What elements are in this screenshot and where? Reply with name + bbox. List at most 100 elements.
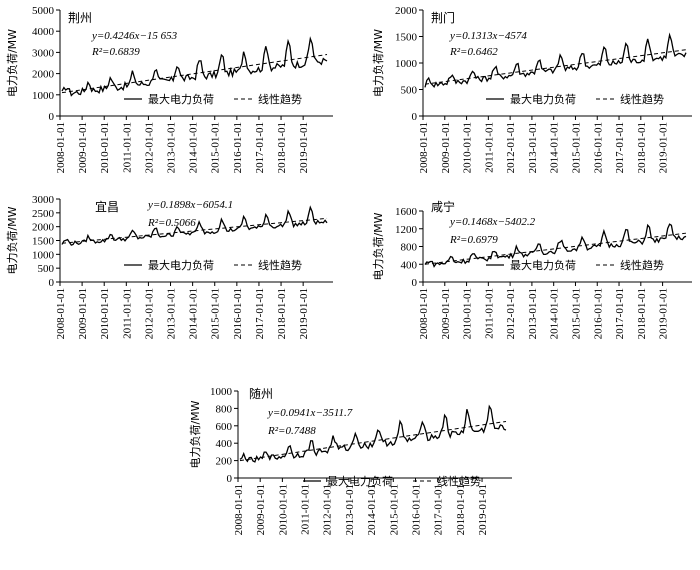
r-squared: R²=0.5066 [147, 217, 196, 229]
r-squared: R²=0.6462 [449, 46, 498, 58]
x-tick-label: 2013-01-01 [166, 122, 178, 173]
x-tick-label: 2012-01-01 [143, 122, 155, 173]
y-tick-label: 2500 [32, 208, 55, 220]
y-tick-label: 2000 [32, 69, 55, 81]
legend-label-series: 最大电力负荷 [148, 92, 214, 106]
trend-equation: y=0.0941x−3511.7 [267, 407, 353, 419]
y-axis-label: 电力负荷/MW [371, 212, 385, 280]
x-tick-label: 2009-01-01 [440, 288, 452, 339]
y-tick-label: 1000 [32, 90, 55, 102]
y-tick-label: 3000 [32, 194, 55, 206]
series-line-max-load [239, 404, 507, 463]
x-tick-label: 2012-01-01 [505, 288, 517, 339]
x-tick-label: 2013-01-01 [344, 484, 356, 535]
x-tick-label: 2016-01-01 [232, 122, 244, 173]
x-tick-label: 2015-01-01 [210, 288, 222, 339]
legend: 最大电力负荷 线性趋势 [303, 474, 481, 488]
trend-line [61, 54, 328, 94]
y-tick-label: 0 [412, 111, 418, 123]
x-tick-label: 2017-01-01 [254, 122, 266, 173]
chart-panel: 0 500 1000 1500 2000 电力负荷/MW 2008-01-01 2009-01… [371, 5, 692, 173]
y-tick-label: 5000 [32, 5, 55, 17]
y-tick-label: 2000 [32, 222, 55, 234]
r-squared: R²=0.6979 [449, 234, 498, 246]
x-tick-label: 2019-01-01 [658, 288, 670, 339]
x-tick-label: 2012-01-01 [322, 484, 334, 535]
x-tick-label: 2008-01-01 [233, 484, 245, 535]
x-tick-label: 2017-01-01 [614, 288, 626, 339]
x-tick-label: 2009-01-01 [77, 122, 89, 173]
x-tick-label: 2008-01-01 [55, 122, 67, 173]
x-tick-label: 2014-01-01 [549, 288, 561, 339]
x-tick-label: 2011-01-01 [121, 122, 133, 173]
x-tick-label: 2014-01-01 [188, 122, 200, 173]
x-tick-label: 2017-01-01 [433, 484, 445, 535]
y-tick-label: 0 [412, 277, 418, 289]
x-tick-label: 2012-01-01 [143, 288, 155, 339]
x-tick-label: 2010-01-01 [462, 122, 474, 173]
x-tick-label: 2015-01-01 [388, 484, 400, 535]
x-tick-label: 2018-01-01 [636, 288, 648, 339]
x-tick-label: 2016-01-01 [410, 484, 422, 535]
panel-title: 咸宁 [431, 199, 455, 214]
y-tick-label: 800 [216, 403, 233, 415]
y-tick-label: 0 [49, 111, 55, 123]
panel-title: 随州 [249, 386, 273, 401]
chart-panel: 0 200 400 600 800 1000 电力负荷/MW 2008-01-01 2009-0… [188, 386, 512, 535]
x-tick-label: 2010-01-01 [99, 122, 111, 173]
x-tick-label: 2015-01-01 [210, 122, 222, 173]
y-tick-label: 400 [401, 259, 418, 271]
legend-label-trend: 线性趋势 [620, 92, 664, 106]
x-tick-label: 2010-01-01 [462, 288, 474, 339]
legend-label-series: 最大电力负荷 [327, 474, 393, 488]
x-tick-label: 2008-01-01 [418, 288, 430, 339]
chart-panel: 0 1000 2000 3000 4000 5000 电力负荷/MW 2008-01-01 20… [5, 5, 333, 173]
x-tick-label: 2011-01-01 [300, 484, 312, 535]
x-tick-label: 2010-01-01 [277, 484, 289, 535]
y-tick-label: 0 [49, 277, 55, 289]
legend: 最大电力负荷 线性趋势 [124, 258, 302, 272]
series-line-max-load [424, 223, 687, 268]
trend-equation: y=0.4246x−15 653 [91, 30, 178, 42]
legend-label-series: 最大电力负荷 [148, 258, 214, 272]
x-tick-label: 2018-01-01 [276, 288, 288, 339]
trend-line [239, 420, 507, 462]
panel-title: 荆门 [431, 10, 455, 25]
x-tick-label: 2010-01-01 [99, 288, 111, 339]
legend-label-trend: 线性趋势 [258, 258, 302, 272]
trend-line [424, 49, 687, 85]
y-tick-label: 1000 [210, 386, 233, 398]
y-tick-label: 200 [216, 456, 233, 468]
x-tick-label: 2008-01-01 [55, 288, 67, 339]
x-tick-label: 2019-01-01 [477, 484, 489, 535]
y-axis-label: 电力负荷/MW [5, 29, 19, 97]
chart-panel: 0 400 800 1200 1600 电力负荷/MW 2008-01-01 2009-01-… [371, 199, 692, 339]
x-tick-label: 2015-01-01 [570, 288, 582, 339]
x-tick-label: 2009-01-01 [255, 484, 267, 535]
x-tick-label: 2019-01-01 [658, 122, 670, 173]
x-tick-label: 2018-01-01 [276, 122, 288, 173]
x-tick-label: 2013-01-01 [527, 122, 539, 173]
panel-title: 荆州 [68, 11, 92, 25]
chart-panel: 050010001500200025003000电力负荷/MW2008-01-0… [5, 194, 333, 339]
legend: 最大电力负荷 线性趋势 [124, 92, 302, 106]
y-tick-label: 1000 [395, 58, 418, 70]
x-tick-label: 2016-01-01 [232, 288, 244, 339]
x-tick-label: 2011-01-01 [483, 122, 495, 173]
x-tick-label: 2015-01-01 [570, 122, 582, 173]
legend: 最大电力负荷 线性趋势 [486, 258, 664, 272]
y-tick-label: 500 [38, 263, 55, 275]
y-tick-label: 600 [216, 421, 233, 433]
legend-label-series: 最大电力负荷 [510, 258, 576, 272]
y-tick-label: 500 [401, 85, 418, 97]
y-tick-label: 1000 [32, 249, 55, 261]
x-tick-label: 2016-01-01 [592, 288, 604, 339]
x-tick-label: 2009-01-01 [77, 288, 89, 339]
y-axis-label: 电力负荷/MW [5, 206, 19, 274]
x-tick-label: 2017-01-01 [614, 122, 626, 173]
trend-equation: y=0.1468x−5402.2 [449, 216, 536, 228]
y-tick-label: 0 [227, 473, 233, 485]
x-tick-label: 2014-01-01 [366, 484, 378, 535]
x-tick-label: 2008-01-01 [418, 122, 430, 173]
